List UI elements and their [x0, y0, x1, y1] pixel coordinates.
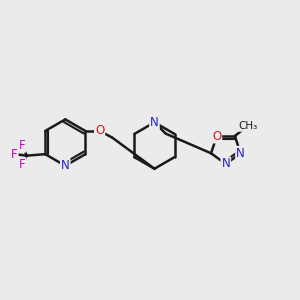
Text: F: F	[11, 148, 18, 161]
Text: O: O	[95, 124, 104, 137]
Text: F: F	[19, 139, 26, 152]
Text: F: F	[19, 158, 26, 171]
Text: N: N	[61, 159, 70, 172]
Text: CH₃: CH₃	[238, 121, 257, 131]
Text: N: N	[236, 147, 245, 160]
Text: O: O	[212, 130, 221, 142]
Text: N: N	[150, 116, 159, 129]
Text: N: N	[221, 158, 230, 170]
